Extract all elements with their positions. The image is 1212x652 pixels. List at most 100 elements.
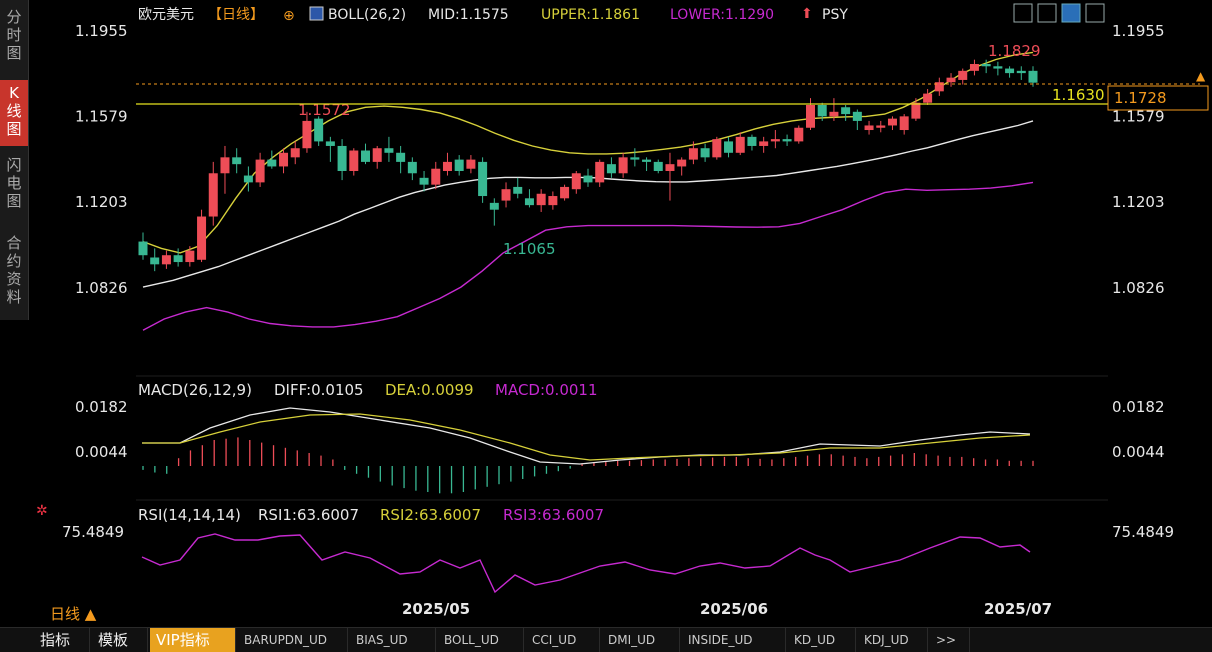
- candle-body[interactable]: [548, 196, 558, 206]
- candle-body[interactable]: [208, 173, 218, 217]
- candle-body[interactable]: [759, 141, 769, 146]
- candle-body[interactable]: [876, 125, 886, 128]
- candle-body[interactable]: [407, 161, 417, 174]
- candle-body[interactable]: [524, 198, 534, 206]
- candle-body[interactable]: [454, 159, 464, 171]
- candle-body[interactable]: [384, 148, 394, 153]
- candle-body[interactable]: [571, 173, 581, 190]
- candle-body[interactable]: [501, 189, 511, 201]
- candle-body[interactable]: [513, 186, 523, 194]
- tab-boll[interactable]: BOLL_UD: [438, 628, 524, 652]
- candle-body[interactable]: [1005, 68, 1015, 74]
- period-selector[interactable]: 日线 ▲: [50, 605, 97, 623]
- candle-body[interactable]: [724, 141, 734, 153]
- candle-body[interactable]: [337, 145, 347, 171]
- tab-kline[interactable]: K 线 图: [0, 80, 28, 146]
- candle-body[interactable]: [630, 157, 640, 160]
- candle-body[interactable]: [665, 164, 675, 171]
- candle-body[interactable]: [899, 116, 909, 131]
- candle-body[interactable]: [794, 127, 804, 142]
- candle-body[interactable]: [934, 82, 944, 92]
- candle-body[interactable]: [864, 125, 874, 131]
- candle-body[interactable]: [560, 186, 570, 199]
- tab-cci[interactable]: CCI_UD: [526, 628, 600, 652]
- candle-body[interactable]: [138, 241, 148, 256]
- candle-body[interactable]: [969, 64, 979, 71]
- candle-body[interactable]: [478, 161, 488, 197]
- candle-body[interactable]: [489, 202, 499, 210]
- tab-kd[interactable]: KD_UD: [788, 628, 856, 652]
- candle-body[interactable]: [595, 161, 605, 183]
- candle-body[interactable]: [279, 152, 289, 167]
- candle-body[interactable]: [841, 107, 851, 115]
- candle-body[interactable]: [852, 111, 862, 121]
- candle-body[interactable]: [1028, 70, 1038, 83]
- candle-body[interactable]: [700, 148, 710, 158]
- candle-body[interactable]: [887, 118, 897, 126]
- candle-body[interactable]: [606, 164, 616, 174]
- candle-body[interactable]: [197, 216, 207, 260]
- candle-body[interactable]: [255, 159, 265, 183]
- tab-template[interactable]: 模板: [92, 628, 148, 652]
- candle-body[interactable]: [958, 70, 968, 80]
- candle-body[interactable]: [747, 136, 757, 146]
- panel-layout-icon[interactable]: [1037, 3, 1057, 23]
- tab-more[interactable]: >>: [930, 628, 970, 652]
- candle-body[interactable]: [267, 159, 277, 167]
- candle-body[interactable]: [243, 175, 253, 183]
- candle-body[interactable]: [232, 157, 242, 165]
- candle-body[interactable]: [806, 104, 815, 128]
- candle-body[interactable]: [946, 77, 956, 83]
- candle-body[interactable]: [770, 139, 780, 142]
- tab-flash[interactable]: 闪 电 图: [0, 156, 28, 218]
- candle-body[interactable]: [161, 255, 171, 265]
- candle-body[interactable]: [173, 255, 183, 263]
- candle-body[interactable]: [466, 159, 476, 169]
- candle-body[interactable]: [677, 159, 687, 167]
- candle-body[interactable]: [653, 161, 663, 171]
- candle-body[interactable]: [829, 111, 839, 117]
- indicator-icon[interactable]: [309, 6, 324, 21]
- candle-body[interactable]: [396, 152, 406, 162]
- tab-barupdn[interactable]: BARUPDN_UD: [238, 628, 348, 652]
- rsi-settings-icon[interactable]: ✲: [36, 503, 48, 519]
- settings-icon[interactable]: [1085, 3, 1105, 23]
- candle-body[interactable]: [923, 93, 933, 103]
- candle-body[interactable]: [150, 257, 160, 265]
- candle-body[interactable]: [735, 136, 745, 153]
- candle-body[interactable]: [431, 168, 441, 185]
- candle-body[interactable]: [325, 141, 335, 146]
- tab-kdj[interactable]: KDJ_UD: [858, 628, 928, 652]
- tab-timeshare[interactable]: 分 时 图: [0, 8, 28, 70]
- tab-bias[interactable]: BIAS_UD: [350, 628, 436, 652]
- candle-body[interactable]: [712, 139, 722, 158]
- candle-body[interactable]: [442, 161, 452, 171]
- draw-tool-icon[interactable]: [1061, 3, 1081, 23]
- candle-body[interactable]: [349, 150, 359, 171]
- candle-body[interactable]: [372, 148, 382, 162]
- candle-body[interactable]: [302, 120, 312, 149]
- candle-body[interactable]: [981, 64, 991, 67]
- tab-indicator[interactable]: 指标: [34, 628, 90, 652]
- candle-body[interactable]: [782, 139, 792, 142]
- candle-body[interactable]: [583, 175, 593, 183]
- candle-body[interactable]: [314, 118, 324, 142]
- tab-contract-info[interactable]: 合 约 资 料: [0, 234, 28, 314]
- candle-body[interactable]: [185, 250, 195, 263]
- candle-body[interactable]: [911, 102, 921, 119]
- candle-body[interactable]: [361, 150, 370, 162]
- candle-body[interactable]: [993, 66, 1003, 69]
- candle-body[interactable]: [642, 159, 652, 162]
- tab-vip-indicator[interactable]: VIP指标: [150, 628, 236, 652]
- crosshair-icon[interactable]: [1013, 3, 1033, 23]
- candle-body[interactable]: [290, 148, 300, 158]
- target-icon[interactable]: ⊕: [283, 8, 295, 24]
- candle-body[interactable]: [688, 148, 698, 160]
- tab-dmi[interactable]: DMI_UD: [602, 628, 680, 652]
- candle-body[interactable]: [536, 193, 546, 206]
- candle-body[interactable]: [618, 157, 628, 174]
- candle-body[interactable]: [220, 157, 230, 174]
- candle-body[interactable]: [419, 177, 429, 185]
- candle-body[interactable]: [1016, 70, 1026, 74]
- candle-body[interactable]: [817, 104, 827, 117]
